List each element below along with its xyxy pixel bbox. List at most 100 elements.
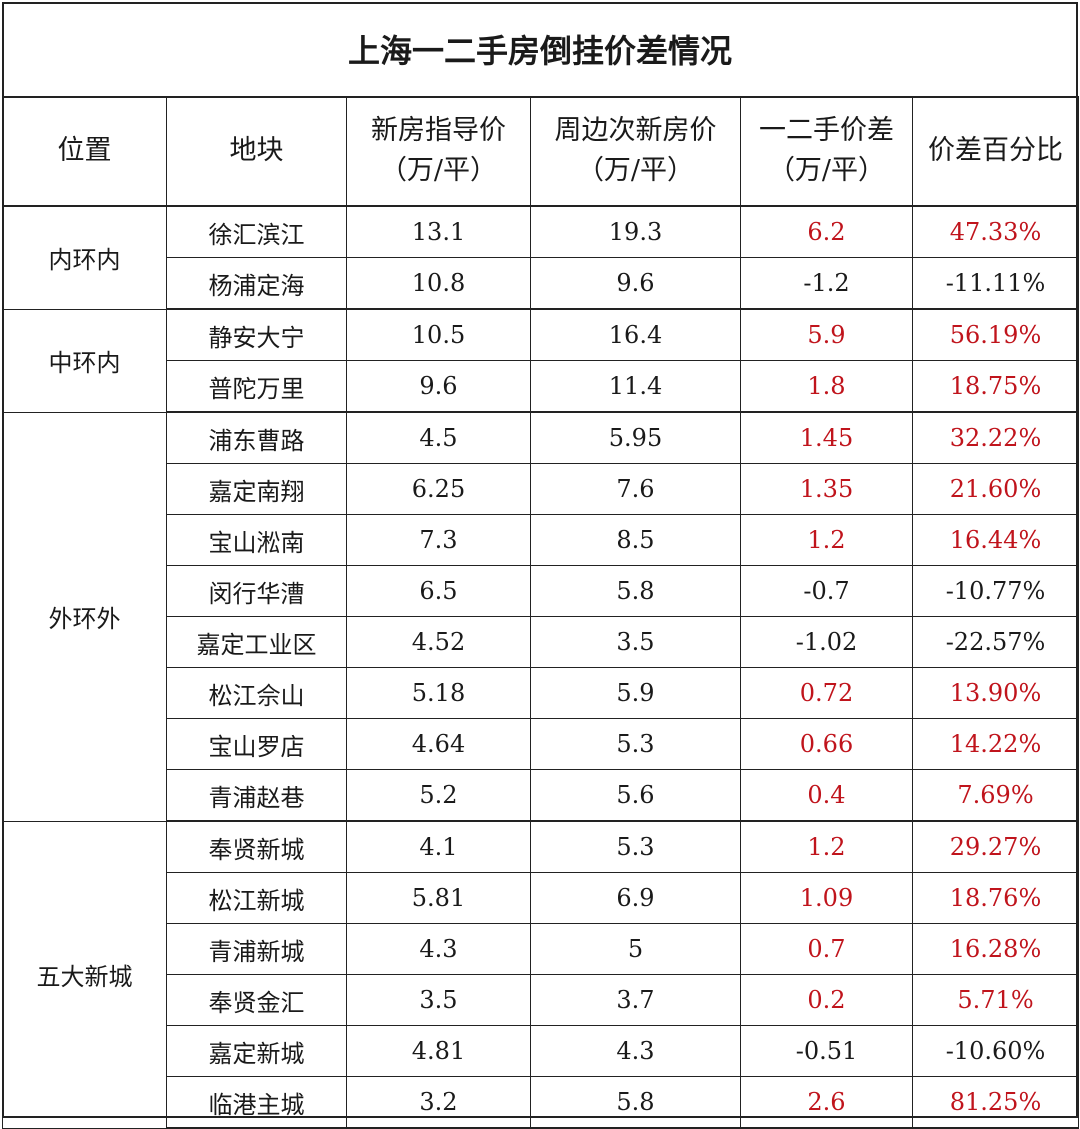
table-title: 上海一二手房倒挂价差情况 [2,2,1078,98]
new-price-cell: 9.6 [346,360,531,413]
plot-cell: 松江佘山 [166,667,347,719]
nearby-price-cell: 9.6 [530,257,741,310]
table-row: 杨浦定海 10.8 9.6 -1.2 -11.11% [3,257,1079,310]
price-diff-cell: -1.2 [740,257,913,310]
price-diff-cell: 1.8 [740,360,913,413]
plot-cell: 宝山罗店 [166,718,347,770]
nearby-price-cell: 5.3 [530,820,741,873]
price-diff-cell: 6.2 [740,205,913,258]
nearby-price-cell: 5.3 [530,718,741,770]
diff-percent-cell: -22.57% [912,616,1079,668]
table-row: 嘉定南翔 6.25 7.6 1.35 21.60% [3,463,1079,515]
plot-cell: 宝山淞南 [166,514,347,566]
price-gap-table: 位置 地块 新房指导价 （万/平） 周边次新房价 （万/平） 一二手价差 （万/… [2,96,1079,1129]
new-price-cell: 10.5 [346,308,531,361]
header-price-diff: 一二手价差 （万/平） [740,96,913,207]
table-row: 松江新城 5.81 6.9 1.09 18.76% [3,872,1079,924]
plot-cell: 闵行华漕 [166,565,347,617]
price-diff-cell: -0.51 [740,1025,913,1077]
diff-percent-cell: 18.75% [912,360,1079,413]
table-row: 青浦新城 4.3 5 0.7 16.28% [3,923,1079,975]
table-row: 青浦赵巷 5.2 5.6 0.4 7.69% [3,769,1079,822]
nearby-price-cell: 5 [530,923,741,975]
table-row: 外环外 浦东曹路 4.5 5.95 1.45 32.22% [2,411,1079,822]
plot-cell: 青浦新城 [166,923,347,975]
new-price-cell: 5.2 [346,769,531,822]
new-price-cell: 6.5 [346,565,531,617]
header-diff-percent: 价差百分比 [912,96,1079,207]
header-nearby-price-label: 周边次新房价 [554,115,717,146]
new-price-cell: 5.81 [346,872,531,924]
plot-cell: 嘉定南翔 [166,463,347,515]
location-cell: 内环内 [2,205,167,310]
nearby-price-cell: 5.6 [530,769,741,822]
plot-cell: 浦东曹路 [166,411,347,464]
diff-percent-cell: 47.33% [912,205,1079,258]
diff-percent-cell: -10.77% [912,565,1079,617]
table-row: 宝山罗店 4.64 5.3 0.66 14.22% [3,718,1079,770]
location-cell: 外环外 [2,411,167,822]
price-diff-cell: 0.66 [740,718,913,770]
nearby-price-cell: 16.4 [530,308,741,361]
new-price-cell: 5.18 [346,667,531,719]
diff-percent-cell: 7.69% [912,769,1079,822]
nearby-price-cell: 4.3 [530,1025,741,1077]
nearby-price-cell: 6.9 [530,872,741,924]
plot-cell: 奉贤金汇 [166,974,347,1026]
diff-percent-cell: 13.90% [912,667,1079,719]
plot-cell: 杨浦定海 [166,257,347,310]
price-diff-cell: -0.7 [740,565,913,617]
nearby-price-cell: 3.5 [530,616,741,668]
diff-percent-cell: -10.60% [912,1025,1079,1077]
new-price-cell: 3.2 [346,1076,531,1129]
header-nearby-price-unit: （万/平） [576,155,695,186]
price-diff-cell: 5.9 [740,308,913,361]
table-row: 五大新城 奉贤新城 4.1 5.3 1.2 29.27% [2,820,1079,1129]
price-diff-cell: 0.72 [740,667,913,719]
plot-cell: 嘉定新城 [166,1025,347,1077]
new-price-cell: 4.64 [346,718,531,770]
plot-cell: 徐汇滨江 [166,205,347,258]
header-nearby-price: 周边次新房价 （万/平） [530,96,741,207]
nearby-price-cell: 19.3 [530,205,741,258]
table-row: 松江佘山 5.18 5.9 0.72 13.90% [3,667,1079,719]
plot-cell: 青浦赵巷 [166,769,347,822]
new-price-cell: 13.1 [346,205,531,258]
price-diff-cell: 0.7 [740,923,913,975]
header-plot: 地块 [166,96,347,207]
header-row: 位置 地块 新房指导价 （万/平） 周边次新房价 （万/平） 一二手价差 （万/… [2,96,1079,207]
header-new-price: 新房指导价 （万/平） [346,96,531,207]
header-location: 位置 [2,96,167,207]
price-diff-cell: 1.2 [740,514,913,566]
price-diff-cell: 2.6 [740,1076,913,1129]
location-cell: 中环内 [2,308,167,413]
new-price-cell: 4.52 [346,616,531,668]
nearby-price-cell: 3.7 [530,974,741,1026]
diff-percent-cell: 81.25% [912,1076,1079,1129]
diff-percent-cell: 16.44% [912,514,1079,566]
diff-percent-cell: 29.27% [912,820,1079,873]
price-diff-cell: -1.02 [740,616,913,668]
diff-percent-cell: 16.28% [912,923,1079,975]
new-price-cell: 3.5 [346,974,531,1026]
price-diff-cell: 1.35 [740,463,913,515]
diff-percent-cell: 5.71% [912,974,1079,1026]
location-cell: 五大新城 [2,820,167,1129]
price-diff-cell: 1.2 [740,820,913,873]
diff-percent-cell: 21.60% [912,463,1079,515]
new-price-cell: 4.3 [346,923,531,975]
price-diff-cell: 1.09 [740,872,913,924]
price-diff-cell: 0.2 [740,974,913,1026]
nearby-price-cell: 5.8 [530,1076,741,1129]
plot-cell: 静安大宁 [166,308,347,361]
header-price-diff-label: 一二手价差 [759,115,894,146]
table-row: 内环内 徐汇滨江 13.1 19.3 6.2 47.33% [2,205,1079,310]
new-price-cell: 4.5 [346,411,531,464]
diff-percent-cell: 18.76% [912,872,1079,924]
table-row: 嘉定新城 4.81 4.3 -0.51 -10.60% [3,1025,1079,1077]
price-diff-cell: 1.45 [740,411,913,464]
new-price-cell: 10.8 [346,257,531,310]
table-body: 内环内 徐汇滨江 13.1 19.3 6.2 47.33% 杨浦定海 10.8 9.6 -1.2-… [2,205,1079,1129]
nearby-price-cell: 7.6 [530,463,741,515]
diff-percent-cell: 56.19% [912,308,1079,361]
